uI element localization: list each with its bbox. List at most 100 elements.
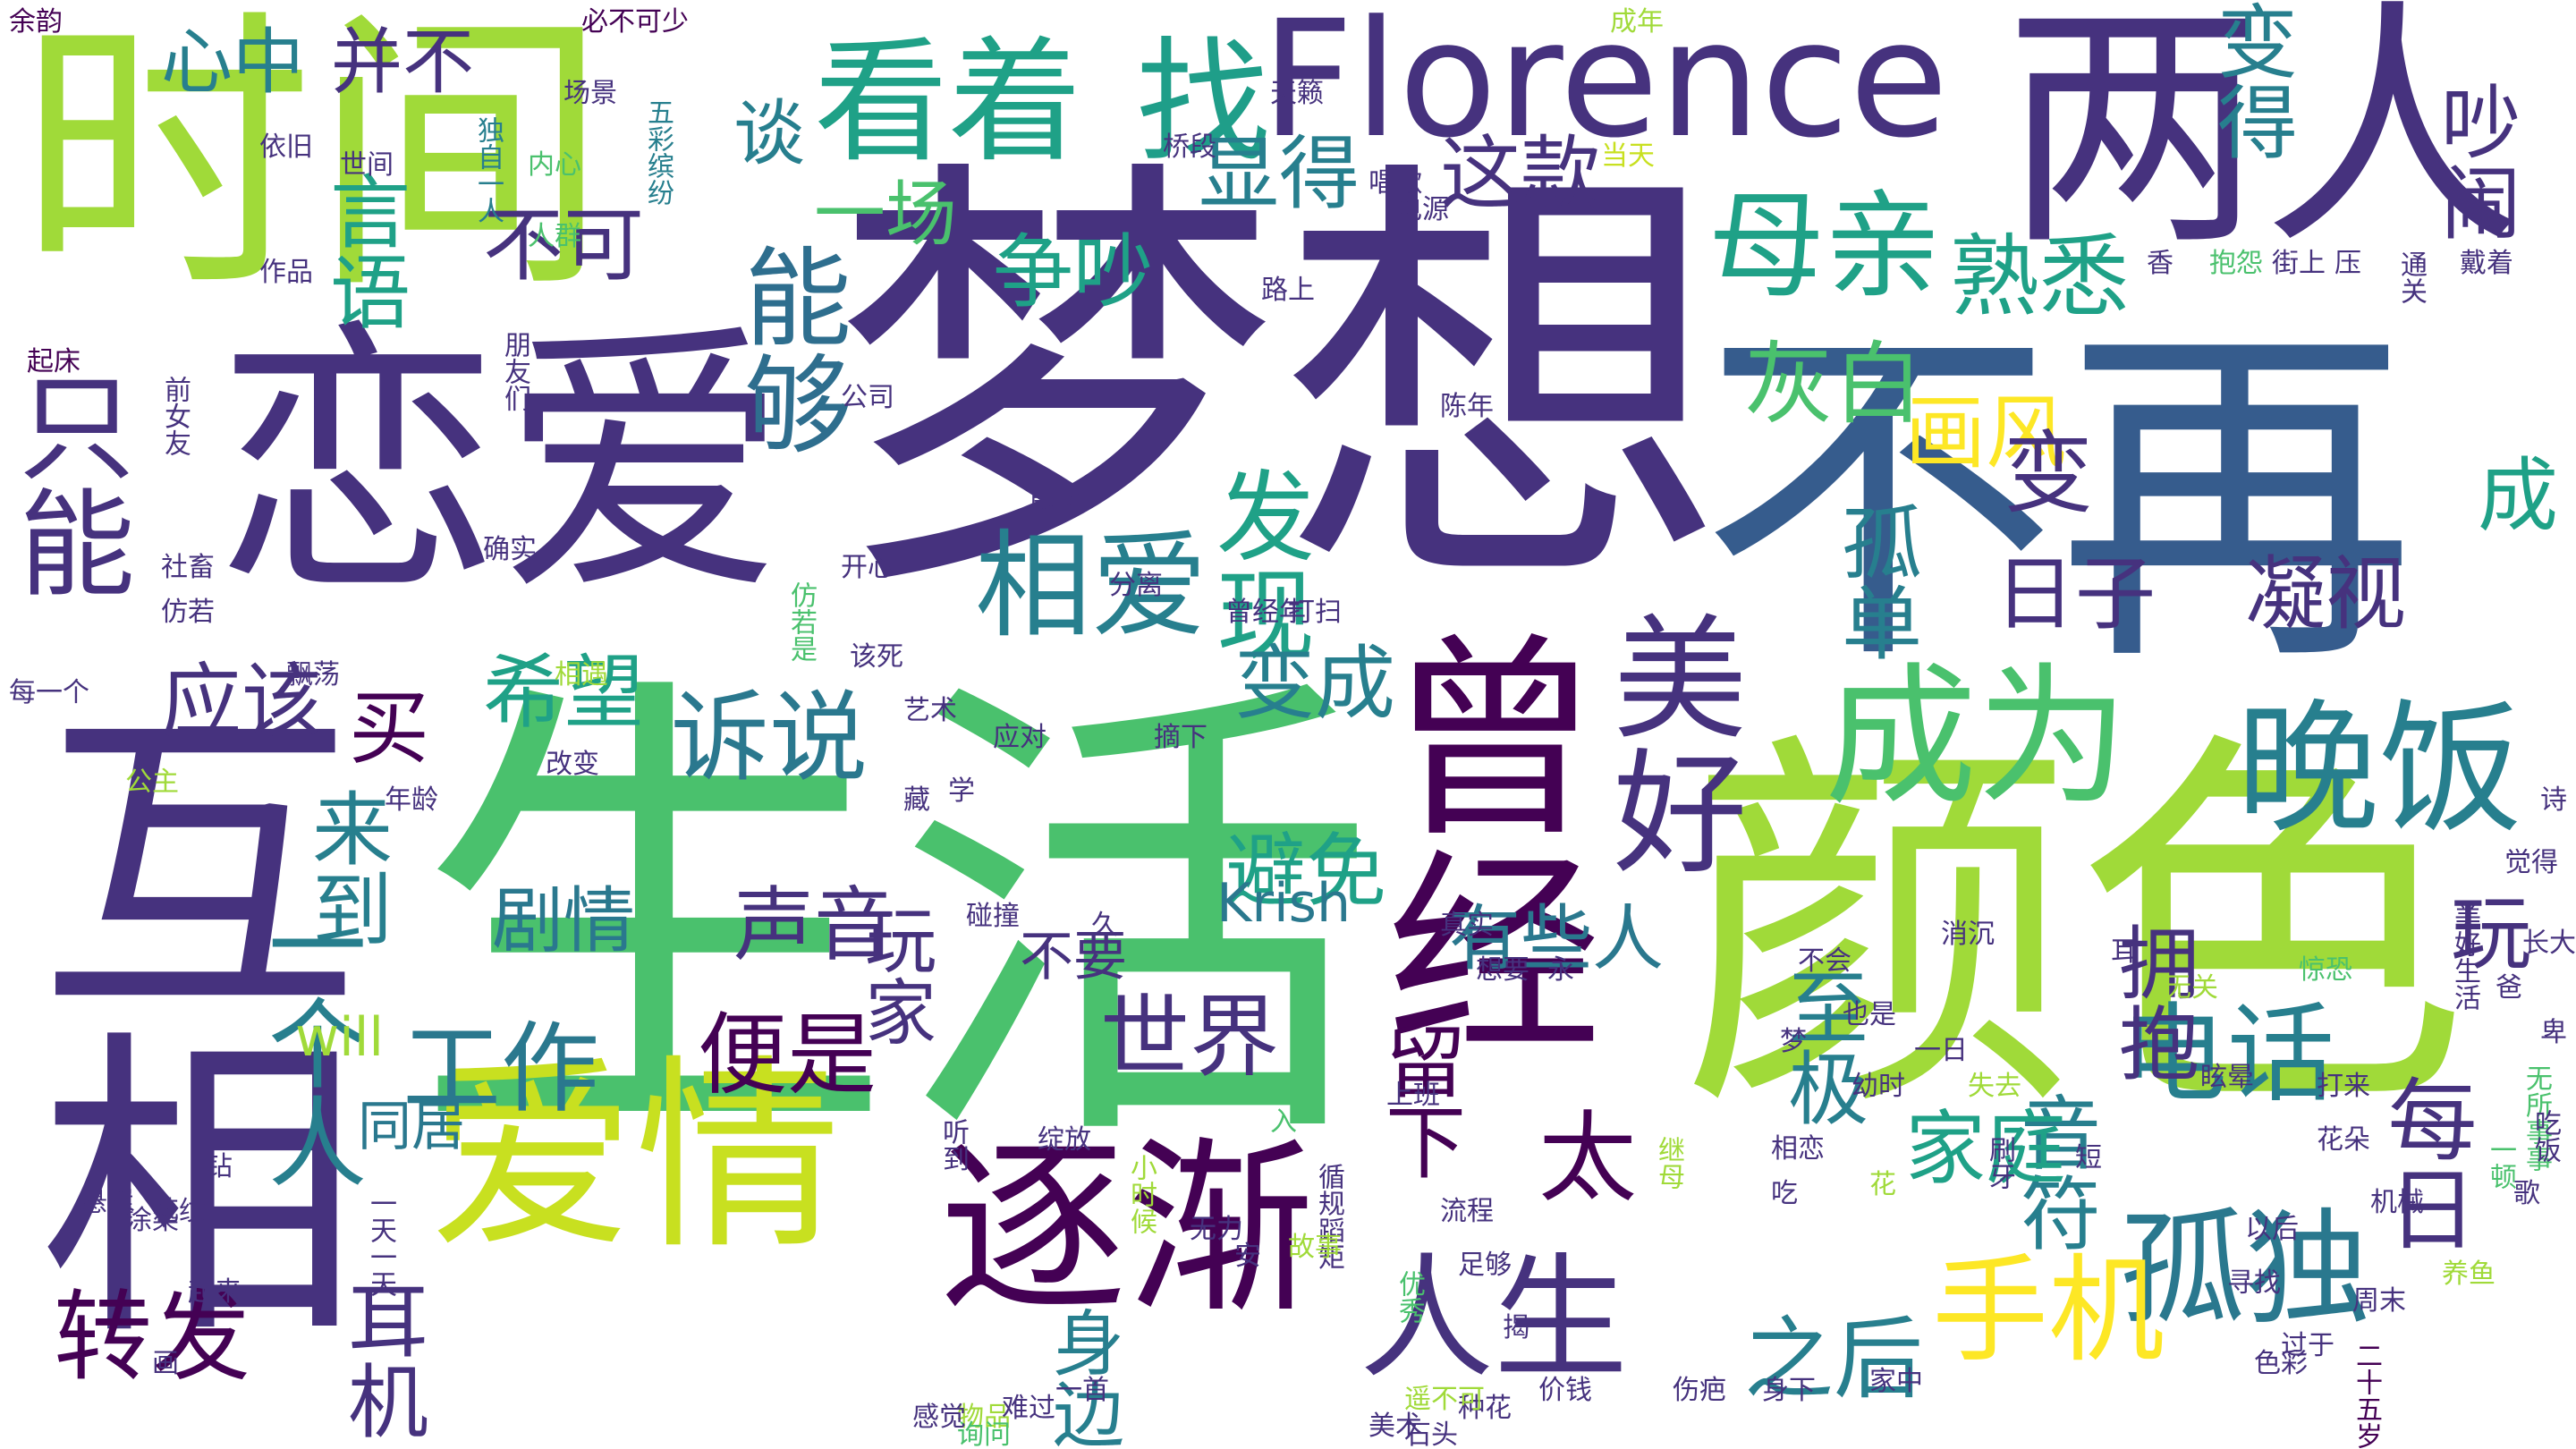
- cloud-word: 变成: [1234, 637, 1395, 731]
- cloud-word: 不会: [1798, 945, 1852, 977]
- cloud-word: 独自一人: [472, 116, 504, 224]
- cloud-word: 艺术: [903, 695, 957, 726]
- cloud-word: 太: [1538, 1101, 1637, 1216]
- cloud-word: 曾经年: [1225, 597, 1306, 628]
- cloud-word: 感觉: [912, 1402, 966, 1433]
- cloud-word: 玩: [2451, 887, 2531, 981]
- cloud-word: Krish: [1216, 872, 1351, 935]
- cloud-word: 日子: [1995, 547, 2156, 641]
- cloud-word: 飘荡: [286, 659, 340, 691]
- cloud-word: 工作: [402, 1012, 599, 1126]
- cloud-word: 电话: [2120, 993, 2334, 1117]
- cloud-word: 起床: [27, 346, 80, 377]
- cloud-word: 失去: [1968, 1071, 2021, 1102]
- cloud-word: 小时候: [1125, 1154, 1157, 1234]
- cloud-word: 公司: [841, 382, 894, 413]
- cloud-word: 不再: [1699, 292, 2415, 708]
- cloud-word: 两人: [2004, 0, 2522, 280]
- cloud-word: 不可: [483, 199, 644, 292]
- cloud-word: 熟悉: [1950, 225, 2129, 329]
- cloud-word: 幼时: [1852, 1071, 1905, 1102]
- cloud-word: 一天一天: [365, 1190, 396, 1297]
- cloud-word: 花朵: [2317, 1124, 2370, 1156]
- cloud-word: 晚饭: [2236, 685, 2523, 852]
- cloud-word: 恋爱: [215, 299, 787, 631]
- cloud-word: 流程: [1440, 1196, 1494, 1227]
- cloud-word: 五彩缤纷: [642, 98, 674, 206]
- cloud-word: 起来: [188, 1276, 242, 1308]
- cloud-word: 人群: [528, 221, 581, 252]
- cloud-word: 公主: [125, 767, 179, 798]
- cloud-word: 找: [1136, 25, 1271, 181]
- cloud-word: 有些人: [1449, 897, 1664, 980]
- cloud-word: 久: [1091, 910, 1118, 941]
- cloud-word: 吃饭: [2529, 1109, 2561, 1163]
- cloud-word: 足够: [1458, 1250, 1512, 1281]
- cloud-word: 发现: [1199, 465, 1314, 662]
- cloud-word: 唱歌: [1368, 167, 1422, 199]
- cloud-word: 心中: [161, 21, 304, 104]
- cloud-word: 街上: [2272, 248, 2326, 279]
- cloud-word: 花纹: [152, 1196, 206, 1227]
- cloud-word: 入: [1270, 1106, 1297, 1138]
- cloud-word: 每日: [2372, 1073, 2477, 1252]
- cloud-word: 以后: [2245, 1214, 2299, 1245]
- cloud-word: 朋友们: [499, 331, 530, 411]
- cloud-word: 当天: [1601, 140, 1655, 172]
- cloud-word: 孤单: [1827, 501, 1921, 662]
- cloud-word: 学: [948, 775, 975, 807]
- cloud-word: 钻: [206, 1151, 233, 1182]
- cloud-word: 卑: [2540, 1017, 2567, 1048]
- cloud-word: 香: [2147, 248, 2174, 279]
- cloud-word: 相恋: [1771, 1133, 1825, 1165]
- cloud-word: 吃: [1771, 1178, 1798, 1209]
- cloud-word: 谈: [733, 92, 805, 175]
- cloud-word: 路上: [1261, 275, 1315, 306]
- cloud-word: 曾经: [1351, 626, 1601, 1055]
- cloud-word: 一个人: [251, 894, 366, 1190]
- cloud-word: 成年: [1610, 6, 1664, 38]
- cloud-word: 揭: [1503, 1312, 1530, 1343]
- cloud-word: 歌: [2513, 1178, 2540, 1209]
- cloud-word: 美好生活: [2449, 903, 2480, 1011]
- cloud-word: 身下: [1762, 1375, 1816, 1406]
- cloud-word: 世间: [340, 149, 394, 181]
- cloud-word: 场景: [564, 78, 617, 109]
- cloud-word: 希望: [483, 646, 644, 740]
- cloud-word: 石头: [1404, 1419, 1458, 1449]
- cloud-word: 价钱: [1538, 1375, 1592, 1406]
- cloud-word: 绽放: [1038, 1124, 1091, 1156]
- cloud-word: 种花: [1458, 1393, 1512, 1424]
- cloud-word: 必不可少: [581, 6, 689, 38]
- cloud-word: 涂染: [125, 1205, 179, 1236]
- cloud-word: 相遇: [555, 659, 608, 691]
- cloud-word: 通关: [2395, 250, 2427, 304]
- cloud-word: 永: [1547, 954, 1574, 986]
- cloud-word: 真实: [1440, 910, 1494, 941]
- cloud-word: 耳机: [334, 1279, 428, 1440]
- cloud-word: 梦想: [832, 124, 1726, 645]
- cloud-word: 颜色: [1682, 701, 2469, 1159]
- cloud-word: 改变: [546, 749, 599, 780]
- cloud-word: 生活: [411, 640, 1377, 1202]
- cloud-word: 相爱: [975, 518, 1208, 654]
- cloud-word: 社畜: [161, 552, 215, 583]
- cloud-word: 屋子: [1029, 489, 1082, 521]
- cloud-word: 短: [2075, 1142, 2102, 1174]
- cloud-word: will: [295, 1006, 385, 1069]
- cloud-word: 画: [152, 1348, 179, 1379]
- cloud-word: 前女友: [159, 376, 191, 456]
- cloud-word: 戴着: [2460, 248, 2513, 279]
- cloud-word: 仿若是: [785, 581, 817, 662]
- cloud-word: 刷牙: [1984, 1136, 2015, 1190]
- cloud-word: 作品: [259, 257, 313, 288]
- cloud-word: 来到: [298, 787, 392, 948]
- cloud-word: 上班: [1386, 1080, 1440, 1111]
- cloud-word: 一首: [1055, 1375, 1109, 1406]
- cloud-word: 电源: [1395, 194, 1449, 225]
- cloud-word: 过于: [2281, 1330, 2334, 1361]
- cloud-word: 一场: [814, 173, 957, 256]
- cloud-word: 内心: [528, 149, 581, 181]
- cloud-word: 寻找: [2227, 1267, 2281, 1299]
- cloud-word: 应对: [993, 722, 1046, 753]
